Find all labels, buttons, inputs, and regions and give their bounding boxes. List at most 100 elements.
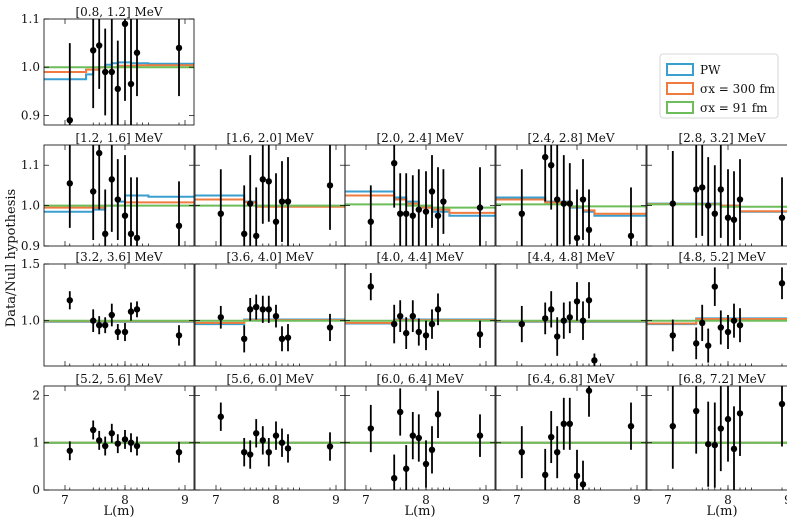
panel-15-xtick-label-1: 8 <box>724 493 732 507</box>
panel-8-curves <box>345 318 495 325</box>
panel-8: [4.0, 4.4] MeV <box>344 250 496 367</box>
panel-5-title: [2.8, 3.2] MeV <box>678 131 765 145</box>
panel-5-point-2 <box>699 184 706 191</box>
x-axis-label-0: L(m) <box>103 504 134 519</box>
panel-5-points <box>669 145 786 246</box>
panel-1-point-0 <box>66 180 74 187</box>
panel-12-xtick-label-0: 7 <box>212 493 220 507</box>
panel-6-point-9 <box>175 332 183 339</box>
panel-12: [5.6, 6.0] MeV 7 8 9 <box>194 372 346 507</box>
panel-6-point-2 <box>96 322 103 329</box>
panel-9-title: [4.4, 4.8] MeV <box>527 250 614 264</box>
panel-9-point-1 <box>542 315 549 322</box>
panel-14-frame <box>495 385 647 491</box>
panel-7-point-6 <box>272 312 280 320</box>
panel-7-points <box>217 294 334 353</box>
legend-label-0: PW <box>700 63 721 77</box>
panel-1-title: [1.2, 1.6] MeV <box>75 131 162 145</box>
panel-14-point-0 <box>518 448 525 456</box>
panel-10-title: [4.8, 5.2] MeV <box>678 250 765 264</box>
panel-1-point-8 <box>133 234 141 242</box>
panel-13-point-1 <box>391 474 398 482</box>
panel-3-point-2 <box>397 210 404 217</box>
panel-3-point-5 <box>415 206 422 213</box>
panel-9-points <box>518 282 598 366</box>
panel-3-point-8 <box>434 212 442 219</box>
panel-6-curves <box>44 319 194 323</box>
panel-8-point-6 <box>422 332 430 339</box>
panel-2-point-4 <box>259 176 266 183</box>
panel-9-point-0 <box>518 320 525 328</box>
panel-5-point-9 <box>778 214 786 221</box>
panel-8-point-9 <box>476 331 484 338</box>
panel-11-point-8 <box>133 442 141 450</box>
panel-10-point-0 <box>669 332 676 339</box>
panel-4-curves <box>496 196 646 217</box>
panel-10-points <box>669 267 786 363</box>
panel-14-xtick-label-0: 7 <box>513 493 521 507</box>
panel-13-xtick-label-2: 9 <box>482 493 490 507</box>
panel-9-curves <box>496 319 646 323</box>
panel-6-point-4 <box>108 311 116 319</box>
panel-7-point-8 <box>284 334 292 341</box>
panel-1: 0.9 1.0 1.1 [1.2, 1.6] MeV <box>21 131 195 253</box>
panel-12-point-7 <box>278 439 286 446</box>
panel-13-xtick-label-0: 7 <box>362 493 370 507</box>
panel-6-point-7 <box>127 308 135 315</box>
panel-10: [4.8, 5.2] MeV <box>646 250 787 367</box>
panel-15-point-5 <box>724 415 732 423</box>
panel-9-point-5 <box>566 314 573 321</box>
panel-6-frame <box>43 263 195 367</box>
panel-5-point-3 <box>705 202 712 209</box>
panel-12-point-4 <box>259 437 266 444</box>
panel-14: [6.4, 6.8] MeV 7 8 9 <box>495 372 647 507</box>
panel-14-xtick-label-1: 8 <box>573 493 581 507</box>
legend-label-2: σx = 91 fm <box>700 101 768 115</box>
panel-11-points <box>66 420 183 463</box>
panel-4-point-3 <box>554 196 561 203</box>
panel-14-point-6 <box>573 472 581 480</box>
panel-14-point-3 <box>554 448 561 456</box>
panel-14-point-2 <box>548 433 555 441</box>
panel-0: 0.9 1.0 1.1 [0.8, 1.2] MeV <box>21 5 195 126</box>
panel-15-frame <box>646 385 787 491</box>
panel-0-ytick-label-1: 1.0 <box>21 60 40 74</box>
panel-11-point-3 <box>102 442 109 450</box>
panel-12-point-1 <box>241 448 248 456</box>
panel-9-point-4 <box>560 317 567 324</box>
panel-7-point-5 <box>265 306 272 313</box>
panel-13-title: [6.0, 6.4] MeV <box>376 372 463 386</box>
panel-6-point-5 <box>114 328 122 336</box>
panel-0-points <box>66 19 183 125</box>
legend-swatch-2 <box>666 101 694 114</box>
panel-15-point-6 <box>730 445 738 453</box>
panel-3: [2.0, 2.4] MeV <box>344 131 496 247</box>
panel-1-point-4 <box>108 176 116 183</box>
panel-10-point-6 <box>724 328 732 336</box>
x-axis-labels: L(m) L(m) L(m) <box>103 504 737 519</box>
legend-label-1: σx = 300 fm <box>700 82 776 96</box>
panel-1-ytick-label-2: 1.1 <box>21 158 40 172</box>
panel-9-point-6 <box>573 298 581 305</box>
panel-1-ytick-label-1: 1.0 <box>21 199 40 213</box>
panel-1-point-3 <box>102 230 109 238</box>
panel-2-point-7 <box>278 198 286 205</box>
panel-15: [6.8, 7.2] MeV 7 8 9 <box>646 372 787 507</box>
panel-10-frame <box>646 263 787 367</box>
panel-10-point-1 <box>693 340 700 347</box>
panel-15-point-0 <box>669 422 676 430</box>
panel-9-point-8 <box>585 297 593 304</box>
panel-8-point-2 <box>397 312 404 320</box>
panel-11: 0 1 2 [5.2, 5.6] MeV 7 8 9 <box>32 372 195 507</box>
panel-12-point-9 <box>326 443 334 450</box>
panel-5-curves <box>647 202 787 213</box>
panel-11-title: [5.2, 5.6] MeV <box>75 372 162 386</box>
panel-8-point-1 <box>391 320 398 328</box>
panel-11-point-1 <box>90 426 97 434</box>
panel-1-point-6 <box>121 212 129 219</box>
panel-1-point-1 <box>90 188 97 195</box>
panel-8-point-3 <box>403 329 410 337</box>
panel-1-point-7 <box>127 230 135 238</box>
panel-13-point-2 <box>397 408 404 416</box>
panel-4-point-2 <box>548 162 555 169</box>
